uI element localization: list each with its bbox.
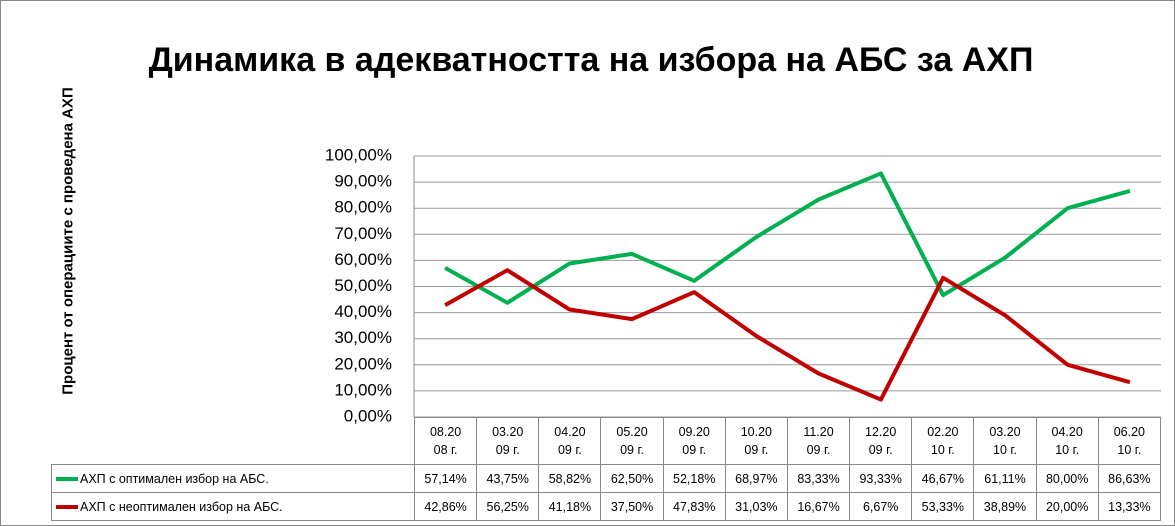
value-label: 58,82% bbox=[538, 464, 602, 493]
x-tick-label: 09.2009 г. bbox=[678, 425, 710, 457]
value-label: 43,75% bbox=[476, 464, 540, 493]
y-tick-label: 80,00% bbox=[334, 198, 392, 217]
value-label: 37,50% bbox=[600, 492, 664, 521]
legend-label: АХП с оптимален избор на АБС. bbox=[80, 471, 269, 486]
x-tick-label: 04.2010 г. bbox=[1051, 425, 1083, 457]
x-tick-cell: 03.2009 г. bbox=[476, 417, 540, 465]
value-label: 41,18% bbox=[538, 492, 602, 521]
y-tick-label: 20,00% bbox=[334, 354, 392, 373]
x-tick-label: 03.2009 г. bbox=[492, 425, 524, 457]
y-tick-label: 30,00% bbox=[334, 328, 392, 347]
table-row: АХП с неоптимален избор на АБС. 42,86% 56,… bbox=[51, 492, 1162, 521]
x-tick-cell: 05.2009 г. bbox=[600, 417, 664, 465]
value-label: 68,97% bbox=[724, 464, 788, 493]
blank bbox=[52, 418, 415, 465]
y-tick-label: 0,00% bbox=[344, 406, 392, 425]
y-tick-label: 100,00% bbox=[325, 145, 392, 164]
value-label: 20,00% bbox=[1035, 492, 1099, 521]
x-tick-label: 05.2009 г. bbox=[616, 425, 648, 457]
value-label: 6,67% bbox=[849, 492, 913, 521]
value-label: 57,14% bbox=[413, 464, 478, 493]
value-label: 83,33% bbox=[786, 464, 851, 493]
x-tick-label: 08.2008 г. bbox=[429, 425, 462, 457]
value-label: 93,33% bbox=[849, 464, 913, 493]
x-tick-cell: 03.2010 г. bbox=[973, 417, 1037, 465]
x-tick-cell: 04.2009 г. bbox=[538, 417, 602, 465]
value-label: 53,33% bbox=[911, 492, 975, 521]
y-tick-label: 10,00% bbox=[334, 380, 392, 399]
x-tick-label: 12.2009 г. bbox=[865, 425, 897, 457]
x-tick-cell: 02.2010 г. bbox=[911, 417, 975, 465]
value-label: 47,83% bbox=[662, 492, 726, 521]
x-tick-label: 10.2009 г. bbox=[740, 425, 772, 457]
value-label: 61,11% bbox=[973, 464, 1037, 493]
series-line bbox=[444, 171, 1131, 305]
legend-label: АХП с неоптимален избор на АБС. bbox=[80, 499, 283, 514]
x-tick-cell: 06.2010 г. bbox=[1097, 417, 1162, 465]
x-tick-label: 06.2010 г. bbox=[1113, 425, 1145, 457]
legend-key bbox=[56, 477, 78, 482]
y-tick-label: 70,00% bbox=[334, 224, 392, 243]
value-label: 13,33% bbox=[1097, 492, 1162, 521]
x-tick-label: 04.2009 г. bbox=[554, 425, 586, 457]
x-tick-label: 02.2010 г. bbox=[927, 425, 959, 457]
legend-cell: АХП с оптимален избор на АБС. bbox=[51, 464, 415, 493]
value-label: 46,67% bbox=[911, 464, 975, 493]
x-tick-cell: 04.2010 г. bbox=[1035, 417, 1099, 465]
value-label: 80,00% bbox=[1035, 464, 1099, 493]
table-header: 08.2008 г. 03.2009 г. 04.2009 г. 05.2009 г.… bbox=[52, 417, 1162, 465]
value-label: 38,89% bbox=[973, 492, 1037, 521]
x-tick-cell: 11.2009 г. bbox=[786, 417, 851, 465]
x-tick-cell: 12.2009 г. bbox=[849, 417, 913, 465]
y-tick-label: 40,00% bbox=[334, 302, 392, 321]
legend-key bbox=[56, 505, 78, 510]
y-tick-label: 60,00% bbox=[334, 250, 392, 269]
value-label: 56,25% bbox=[476, 492, 540, 521]
x-tick-cell: 10.2009 г. bbox=[724, 417, 788, 465]
value-label: 86,63% bbox=[1097, 464, 1162, 493]
legend-cell: АХП с неоптимален избор на АБС. bbox=[51, 492, 415, 521]
value-label: 42,86% bbox=[413, 492, 478, 521]
value-label: 16,67% bbox=[786, 492, 851, 521]
value-label: 31,03% bbox=[724, 492, 788, 521]
y-tick-label: 90,00% bbox=[334, 172, 392, 191]
x-tick-cell: 09.2009 г. bbox=[662, 417, 726, 465]
value-label: 52,18% bbox=[662, 464, 726, 493]
y-tick-label: 50,00% bbox=[334, 276, 392, 295]
x-tick-cell: 08.2008 г. bbox=[413, 417, 478, 465]
value-label: 62,50% bbox=[600, 464, 664, 493]
chart-title: Динамика в адекватността на избора на АБ… bbox=[148, 41, 1034, 79]
x-tick-label: 11.2009 г. bbox=[803, 425, 834, 457]
data-table: 08.2008 г. 03.2009 г. 04.2009 г. 05.2009 г.… bbox=[51, 417, 1162, 521]
series-line bbox=[444, 268, 1131, 402]
table-row: АХП с оптимален избор на АБС. 57,14% 43,75… bbox=[51, 464, 1162, 493]
x-tick-label: 03.2010 г. bbox=[989, 425, 1021, 457]
